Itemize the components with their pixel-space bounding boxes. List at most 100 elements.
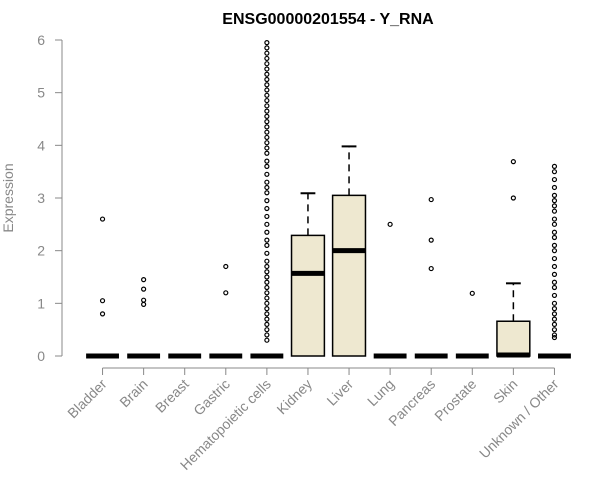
outlier-point bbox=[428, 237, 434, 243]
outlier-point bbox=[223, 290, 229, 296]
outlier-point bbox=[264, 55, 270, 62]
y-tick-label: 2 bbox=[37, 243, 45, 259]
outlier-point bbox=[264, 82, 270, 88]
outlier-point bbox=[551, 203, 558, 209]
outlier-point bbox=[264, 221, 270, 227]
outlier-point bbox=[551, 234, 558, 241]
x-tick-label: Liver bbox=[323, 376, 356, 409]
outlier-point bbox=[551, 271, 558, 277]
box-group bbox=[86, 216, 119, 359]
outlier-point bbox=[264, 229, 270, 235]
outlier-point bbox=[551, 198, 558, 204]
y-tick-label: 0 bbox=[37, 348, 45, 364]
outlier-point bbox=[551, 279, 558, 285]
x-tick-label: Prostate bbox=[431, 376, 479, 424]
outlier-point bbox=[551, 334, 558, 341]
outlier-point bbox=[551, 300, 558, 306]
outlier-point bbox=[551, 311, 558, 317]
outlier-point bbox=[264, 145, 270, 151]
box-group bbox=[331, 145, 367, 357]
outlier-point bbox=[264, 108, 270, 114]
outlier-point bbox=[264, 119, 270, 125]
x-tick-label: Brain bbox=[116, 376, 150, 410]
outlier-point bbox=[264, 190, 270, 196]
outlier-point bbox=[264, 129, 270, 135]
outlier-point bbox=[264, 45, 270, 51]
outlier-point bbox=[264, 290, 270, 296]
outlier-point bbox=[551, 169, 558, 175]
outlier-point bbox=[264, 92, 270, 98]
outlier-point bbox=[551, 255, 558, 262]
outlier-point bbox=[264, 258, 270, 264]
outlier-point bbox=[551, 192, 558, 198]
outlier-point bbox=[264, 300, 270, 306]
outlier-point bbox=[264, 66, 270, 72]
outlier-point bbox=[264, 71, 270, 77]
chart-title: ENSG00000201554 - Y_RNA bbox=[222, 11, 434, 28]
y-tick-label: 3 bbox=[37, 190, 45, 206]
outlier-point bbox=[264, 311, 270, 317]
box-group bbox=[250, 40, 284, 359]
box-body bbox=[331, 194, 367, 357]
outlier-point bbox=[428, 265, 434, 272]
outlier-point bbox=[264, 213, 270, 220]
outlier-point bbox=[264, 327, 270, 333]
outlier-point bbox=[264, 198, 270, 204]
outlier-point bbox=[264, 279, 270, 285]
outlier-point bbox=[510, 195, 516, 201]
box-group bbox=[209, 263, 243, 359]
outlier-point bbox=[264, 140, 270, 146]
x-tick-label: Skin bbox=[490, 376, 521, 407]
box-group bbox=[538, 163, 571, 359]
outlier-point bbox=[141, 297, 147, 303]
outlier-point bbox=[551, 292, 558, 299]
outlier-point bbox=[551, 176, 558, 183]
outlier-point bbox=[551, 321, 558, 327]
outlier-point bbox=[264, 306, 270, 312]
outlier-point bbox=[264, 269, 270, 275]
outlier-point bbox=[223, 263, 229, 270]
outlier-point bbox=[99, 216, 106, 222]
outlier-point bbox=[264, 179, 270, 185]
y-tick-label: 5 bbox=[37, 85, 45, 101]
outlier-point bbox=[551, 184, 558, 191]
outlier-point bbox=[551, 163, 558, 169]
outlier-point bbox=[264, 87, 270, 93]
outlier-point bbox=[264, 316, 270, 322]
x-tick-label: Bladder bbox=[64, 376, 110, 422]
outlier-point bbox=[264, 158, 270, 164]
outlier-point bbox=[551, 306, 558, 312]
outlier-point bbox=[469, 290, 475, 296]
outlier-point bbox=[264, 113, 270, 119]
x-tick-label: Breast bbox=[152, 376, 192, 416]
x-tick-label: Lung bbox=[364, 376, 397, 409]
outlier-point bbox=[264, 237, 270, 243]
outlier-point bbox=[141, 301, 147, 307]
outlier-point bbox=[264, 242, 270, 248]
outlier-point bbox=[551, 263, 558, 270]
outlier-point bbox=[264, 103, 270, 109]
outlier-point bbox=[264, 40, 270, 46]
box-group bbox=[127, 277, 161, 359]
outlier-point bbox=[264, 124, 270, 130]
outlier-point bbox=[551, 284, 558, 291]
box-body bbox=[290, 234, 326, 357]
x-tick-label: Kidney bbox=[273, 376, 315, 418]
y-tick-label: 6 bbox=[37, 32, 45, 48]
outlier-point bbox=[264, 171, 270, 177]
outlier-point bbox=[264, 97, 270, 104]
outlier-point bbox=[551, 242, 558, 248]
outlier-point bbox=[264, 250, 270, 256]
outlier-point bbox=[264, 184, 270, 191]
y-tick-label: 4 bbox=[37, 137, 45, 153]
outlier-point bbox=[264, 163, 270, 169]
outlier-point bbox=[264, 337, 270, 343]
box-group bbox=[414, 196, 448, 359]
outlier-point bbox=[551, 332, 558, 338]
outlier-point bbox=[141, 286, 147, 292]
outlier-point bbox=[551, 248, 558, 254]
y-axis: 0 1 2 3 4 5 6 bbox=[37, 32, 63, 364]
box-group bbox=[373, 221, 407, 359]
box-group bbox=[290, 192, 326, 357]
outlier-point bbox=[264, 284, 270, 291]
